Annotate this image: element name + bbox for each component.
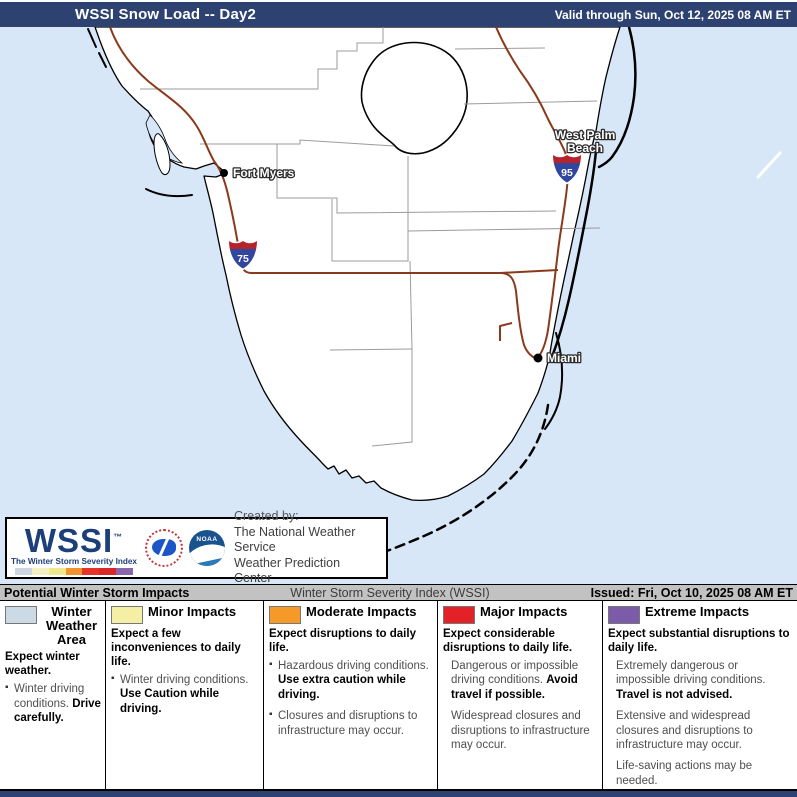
pine-island — [153, 133, 171, 176]
bullet-icon: ▪ — [111, 673, 115, 685]
county-boundaries — [140, 27, 601, 447]
wssi-severity-strip — [15, 567, 134, 575]
legend-lead: Expect disruptions to daily life. — [269, 628, 416, 655]
legend-item: ▪ Hazardous driving conditions. Use extr… — [269, 659, 429, 701]
west-palm-beach-label-line2: Beach — [567, 141, 603, 155]
legend-item: Dangerous or impossible driving conditio… — [451, 660, 579, 701]
legend-header: Extreme Impacts — [608, 604, 793, 624]
impact-legend: Winter Weather Area Expect winter weathe… — [0, 601, 797, 791]
interstate-75-shield: 75 — [227, 239, 259, 270]
strip-seg-3 — [48, 567, 66, 575]
strip-seg-4 — [65, 567, 83, 575]
strip-seg-7 — [116, 567, 134, 575]
issued-timestamp: Issued: Fri, Oct 10, 2025 08 AM ET — [590, 585, 793, 600]
legend-header: Major Impacts — [443, 604, 598, 624]
map-area: Fort Myers West Palm Beach Miami 75 95 — [0, 27, 797, 584]
strip-seg-6 — [99, 567, 117, 575]
legend-title: Major Impacts — [480, 604, 568, 619]
legend-title: Winter Weather Area — [45, 604, 98, 648]
wssi-logo: WSSI™ The Winter Storm Severity Index — [11, 521, 137, 575]
strip-seg-2 — [31, 567, 49, 575]
legend-header: Moderate Impacts — [269, 604, 433, 624]
noaa-label: NOAA — [196, 536, 218, 543]
legend-lead: Expect substantial disruptions to daily … — [608, 628, 790, 655]
legend-col-major: Major Impacts Expect considerable disrup… — [438, 601, 603, 789]
subheader-center-title: Winter Storm Severity Index (WSSI) — [290, 585, 490, 600]
svg-text:75: 75 — [237, 253, 249, 265]
wssi-tagline: The Winter Storm Severity Index — [11, 556, 137, 566]
interstate-95-shield: 95 — [551, 153, 583, 184]
wssi-logo-box: WSSI™ The Winter Storm Severity Index NO… — [5, 509, 388, 585]
moderate-impacts-swatch — [269, 606, 301, 624]
footer-bar — [0, 791, 797, 797]
bullet-icon: ▪ — [5, 682, 9, 694]
legend-header: Minor Impacts — [111, 604, 259, 624]
interstate-75-route — [109, 27, 539, 360]
atlantic-barrier-islands — [544, 27, 637, 430]
winter-weather-swatch — [5, 606, 37, 624]
wssi-wordmark: WSSI™ — [24, 521, 124, 559]
legend-col-moderate: Moderate Impacts Expect disruptions to d… — [264, 601, 438, 789]
fort-myers-dot — [220, 169, 228, 177]
title-bar: WSSI Snow Load -- Day2 Valid through Sun… — [0, 0, 797, 27]
miami-label: Miami — [547, 351, 581, 365]
major-impacts-swatch — [443, 606, 475, 624]
legend-item: Extensive and widespread closures and di… — [616, 710, 753, 751]
us27-stub — [499, 322, 513, 341]
florida-map: Fort Myers West Palm Beach Miami 75 95 — [0, 27, 797, 584]
florida-mainland — [94, 27, 621, 502]
miami-dot — [533, 353, 543, 363]
legend-item: ▪ Winter driving conditions. Use Caution… — [111, 673, 249, 715]
florida-keys-chain — [330, 403, 550, 569]
credit-text: Created by: The National Weather Service… — [234, 509, 380, 587]
strip-seg-1 — [15, 567, 32, 575]
legend-title: Extreme Impacts — [645, 604, 750, 619]
legend-item: ▪ Closures and disruptions to infrastruc… — [269, 709, 418, 737]
nws-logo-icon — [145, 529, 183, 567]
bullet-icon: ▪ — [269, 709, 273, 721]
lake-okeechobee — [360, 41, 468, 155]
trademark-symbol: ™ — [113, 531, 124, 542]
legend-lead: Expect winter weather. — [5, 651, 80, 678]
created-by-line: Created by: — [234, 508, 299, 523]
ocean-streak-artifact — [756, 151, 782, 179]
bullet-icon: ▪ — [269, 659, 273, 671]
legend-item: Widespread closures and disruptions to i… — [451, 710, 590, 751]
legend-col-minor: Minor Impacts Expect a few inconvenience… — [106, 601, 264, 789]
legend-header: Winter Weather Area — [5, 604, 101, 648]
page-title: WSSI Snow Load -- Day2 — [75, 6, 257, 23]
legend-item: Extremely dangerous or impossible drivin… — [616, 660, 766, 701]
legend-lead: Expect a few inconveniences to daily lif… — [111, 628, 241, 669]
legend-item: ▪ Winter driving conditions. Drive caref… — [5, 682, 101, 724]
sanibel-island — [145, 188, 193, 198]
extreme-impacts-swatch — [608, 606, 640, 624]
legend-title: Moderate Impacts — [306, 604, 417, 619]
legend-col-winter-weather: Winter Weather Area Expect winter weathe… — [0, 601, 106, 789]
gulf-barrier-islands — [87, 28, 107, 68]
charlotte-harbor-water — [145, 114, 184, 164]
minor-impacts-swatch — [111, 606, 143, 624]
valid-through-text: Valid through Sun, Oct 12, 2025 08 AM ET — [554, 7, 791, 22]
alligator-alley-east — [499, 269, 559, 274]
legend-title: Minor Impacts — [148, 604, 237, 619]
legend-col-extreme: Extreme Impacts Expect substantial disru… — [603, 601, 797, 789]
org-line-2: Weather Prediction Center — [234, 555, 341, 586]
fort-myers-label: Fort Myers — [233, 166, 295, 180]
impacts-subheader-bar: Potential Winter Storm Impacts Winter St… — [0, 584, 797, 601]
subheader-left-title: Potential Winter Storm Impacts — [4, 585, 190, 600]
west-palm-beach-label-line1: West Palm — [555, 128, 615, 142]
noaa-logo-icon: NOAA — [189, 530, 225, 566]
legend-item: Life-saving actions may be needed. — [616, 760, 753, 787]
svg-text:95: 95 — [561, 167, 573, 179]
org-line-1: The National Weather Service — [234, 524, 356, 555]
legend-lead: Expect considerable disruptions to daily… — [443, 628, 573, 655]
strip-seg-5 — [82, 567, 100, 575]
